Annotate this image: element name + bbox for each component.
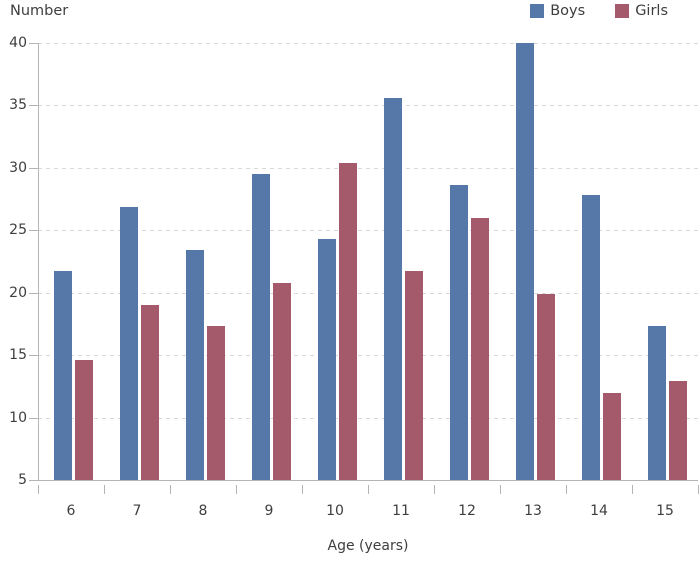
bar-girls-age-7: [140, 305, 159, 480]
legend: Boys Girls: [530, 3, 668, 19]
x-axis-tick-label-9: 9: [264, 503, 274, 519]
y-axis-tick-15: [29, 355, 38, 357]
x-axis-tick-label-12: 12: [458, 503, 476, 519]
bar-boys-age-13: [515, 43, 534, 480]
x-axis-title: Age (years): [327, 538, 409, 554]
bar-girls-age-14: [602, 392, 621, 480]
gridline-40: [38, 43, 698, 44]
legend-item-boys: Boys: [530, 3, 585, 19]
bar-girls-age-6: [74, 360, 93, 480]
y-axis-tick-label-15: 15: [9, 347, 27, 364]
gridline-25: [38, 230, 698, 232]
x-axis-tick-label-13: 13: [524, 503, 542, 519]
y-axis-tick-35: [29, 105, 38, 107]
x-axis-tick-4: [302, 485, 303, 494]
bar-boys-age-6: [53, 271, 72, 480]
y-axis-tick-label-40: 40: [9, 35, 27, 51]
y-axis-title: Number: [10, 3, 69, 19]
bar-girls-age-9: [272, 282, 291, 480]
y-axis-tick-label-35: 35: [9, 97, 27, 114]
y-axis-tick-label-10: 10: [9, 409, 27, 426]
x-axis-tick-9: [632, 485, 633, 494]
boys-color-swatch: [530, 4, 545, 18]
legend-item-girls: Girls: [615, 3, 668, 19]
bar-boys-age-11: [383, 97, 402, 480]
y-axis-tick-label-5: 5: [18, 472, 27, 488]
x-axis-tick-label-15: 15: [656, 503, 674, 519]
x-axis-tick-label-7: 7: [132, 503, 142, 519]
x-axis-tick-1: [104, 485, 105, 494]
y-axis-tick-5: [29, 480, 38, 481]
bar-boys-age-8: [185, 250, 204, 480]
x-axis-tick-label-14: 14: [590, 503, 608, 519]
gridline-10: [38, 417, 698, 419]
bar-boys-age-14: [581, 195, 600, 480]
y-axis-tick-label-20: 20: [9, 284, 27, 301]
x-axis-tick-2: [170, 485, 171, 494]
gridline-15: [38, 355, 698, 357]
bar-girls-age-11: [404, 271, 423, 480]
x-axis-tick-6: [434, 485, 435, 494]
bar-girls-age-8: [206, 326, 225, 480]
bar-boys-age-12: [449, 185, 468, 480]
y-axis-tick-label-25: 25: [9, 222, 27, 239]
gridline-30: [38, 167, 698, 169]
bar-girls-age-12: [470, 217, 489, 480]
gridline-20: [38, 292, 698, 294]
x-axis-line: [38, 480, 698, 481]
bar-girls-age-13: [536, 293, 555, 480]
x-axis-tick-label-11: 11: [392, 503, 410, 519]
x-axis-tick-7: [500, 485, 501, 494]
bar-girls-age-15: [668, 381, 687, 480]
x-axis-tick-0: [38, 485, 39, 494]
y-axis-tick-30: [29, 167, 38, 169]
bar-boys-age-9: [251, 174, 270, 480]
gridline-35: [38, 105, 698, 107]
x-axis-tick-10: [698, 485, 699, 494]
bar-girls-age-10: [338, 162, 357, 480]
x-axis-tick-label-6: 6: [66, 503, 76, 519]
girls-color-swatch: [615, 4, 630, 18]
legend-label-boys: Boys: [550, 3, 586, 19]
bar-boys-age-10: [317, 239, 336, 480]
x-axis-tick-label-10: 10: [326, 503, 344, 519]
y-axis-line: [38, 43, 39, 480]
bar-boys-age-7: [119, 206, 138, 480]
y-axis-tick-10: [29, 417, 38, 419]
x-axis-tick-8: [566, 485, 567, 494]
x-axis-tick-3: [236, 485, 237, 494]
y-axis-tick-40: [29, 43, 38, 44]
x-axis-tick-label-8: 8: [198, 503, 208, 519]
y-axis-tick-label-30: 30: [9, 159, 27, 176]
legend-label-girls: Girls: [635, 3, 668, 19]
bar-boys-age-15: [647, 326, 666, 480]
x-axis-tick-5: [368, 485, 369, 494]
y-axis-tick-25: [29, 230, 38, 232]
y-axis-tick-20: [29, 292, 38, 294]
